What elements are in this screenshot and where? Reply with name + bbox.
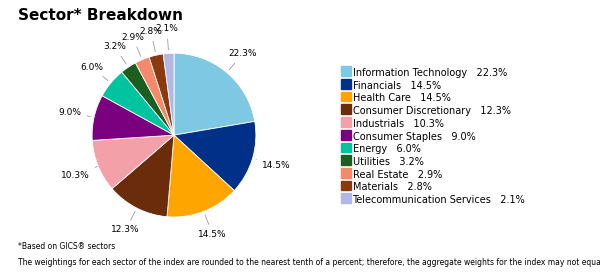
Wedge shape <box>174 121 256 191</box>
Text: 2.9%: 2.9% <box>121 32 144 56</box>
Text: 2.8%: 2.8% <box>139 27 162 52</box>
Text: 14.5%: 14.5% <box>256 159 290 170</box>
Wedge shape <box>112 135 174 217</box>
Legend: Information Technology   22.3%, Financials   14.5%, Health Care   14.5%, Consume: Information Technology 22.3%, Financials… <box>341 68 525 205</box>
Text: 6.0%: 6.0% <box>80 63 108 81</box>
Wedge shape <box>167 135 234 217</box>
Wedge shape <box>122 63 174 135</box>
Text: 9.0%: 9.0% <box>59 108 91 117</box>
Wedge shape <box>92 135 174 189</box>
Text: *Based on GICS® sectors: *Based on GICS® sectors <box>18 242 115 251</box>
Wedge shape <box>149 54 174 135</box>
Wedge shape <box>174 53 255 135</box>
Text: 12.3%: 12.3% <box>112 211 140 235</box>
Text: The weightings for each sector of the index are rounded to the nearest tenth of : The weightings for each sector of the in… <box>18 258 600 267</box>
Wedge shape <box>163 53 174 135</box>
Text: Sector* Breakdown: Sector* Breakdown <box>18 8 183 23</box>
Wedge shape <box>92 96 174 140</box>
Text: 3.2%: 3.2% <box>103 42 127 64</box>
Text: 22.3%: 22.3% <box>229 49 257 70</box>
Text: 10.3%: 10.3% <box>61 167 97 180</box>
Wedge shape <box>102 72 174 135</box>
Text: 14.5%: 14.5% <box>198 215 227 239</box>
Text: 2.1%: 2.1% <box>155 24 178 50</box>
Wedge shape <box>136 57 174 135</box>
